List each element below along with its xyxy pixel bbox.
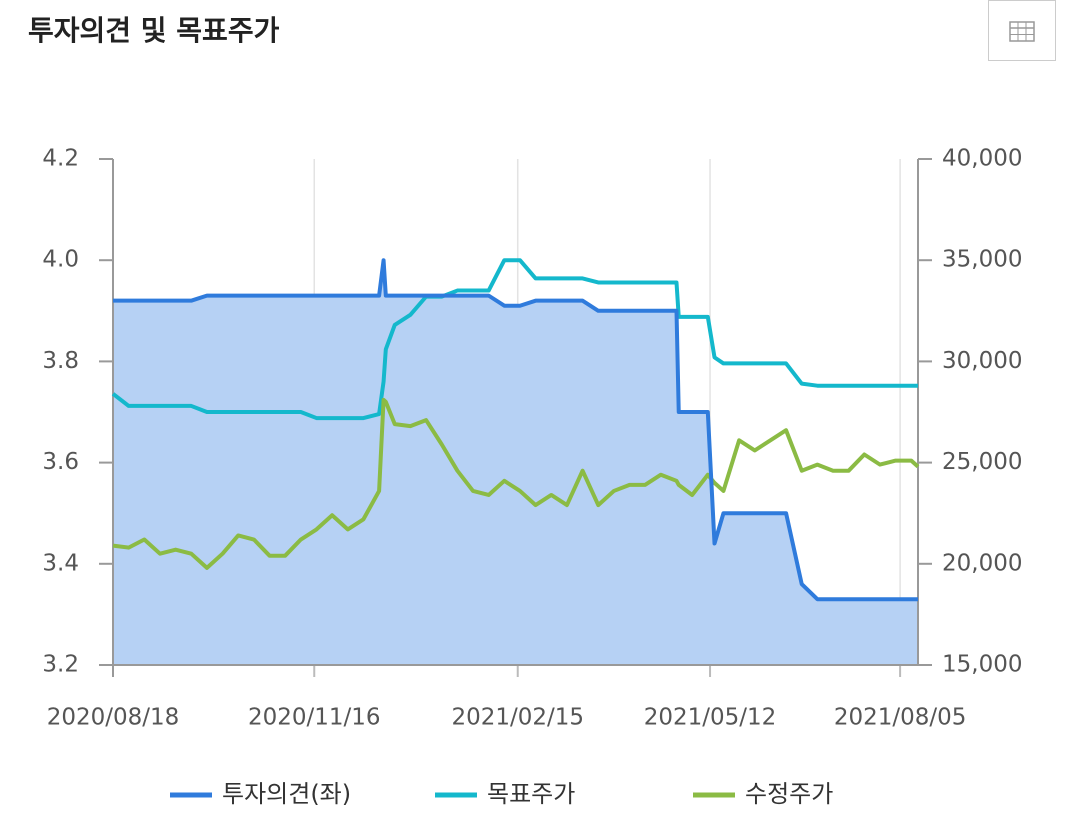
x-tick-label: 2020/08/18: [47, 705, 180, 731]
legend-label: 목표주가: [487, 780, 575, 808]
x-tick-label: 2020/11/16: [248, 705, 381, 731]
y-tick-label: 3.2: [42, 652, 79, 678]
line: [111, 258, 918, 421]
area: [113, 260, 918, 665]
plot-area: 2020/08/18 2020/11/16 2021/02/15 2021/05/12…: [42, 146, 1022, 809]
table-button[interactable]: [988, 0, 1056, 61]
legend-label: 수정주가: [745, 780, 833, 808]
y-tick-label: 4.2: [42, 146, 79, 172]
y2-tick-label: 40,000: [942, 146, 1022, 172]
y2-tick-label: 30,000: [942, 348, 1022, 374]
chart-title: 투자의견 및 목표주가: [28, 14, 280, 47]
y-tick-label: 3.4: [42, 550, 79, 576]
x-tick-label: 2021/02/15: [451, 705, 584, 731]
y-tick-label: 4.0: [42, 247, 79, 273]
y-tick-label: 3.6: [42, 449, 79, 475]
x-tick-label: 2021/08/05: [834, 705, 967, 731]
legend-label: 투자의견(좌): [222, 780, 351, 808]
y2-tick-label: 20,000: [942, 550, 1022, 576]
x-tick-label: 2021/05/12: [644, 705, 777, 731]
line: [112, 397, 920, 570]
y2-tick-label: 15,000: [942, 652, 1022, 678]
line: [113, 258, 918, 602]
y-tick-label: 3.8: [42, 348, 79, 374]
y2-tick-label: 25,000: [942, 449, 1022, 475]
y2-tick-label: 35,000: [942, 247, 1022, 273]
